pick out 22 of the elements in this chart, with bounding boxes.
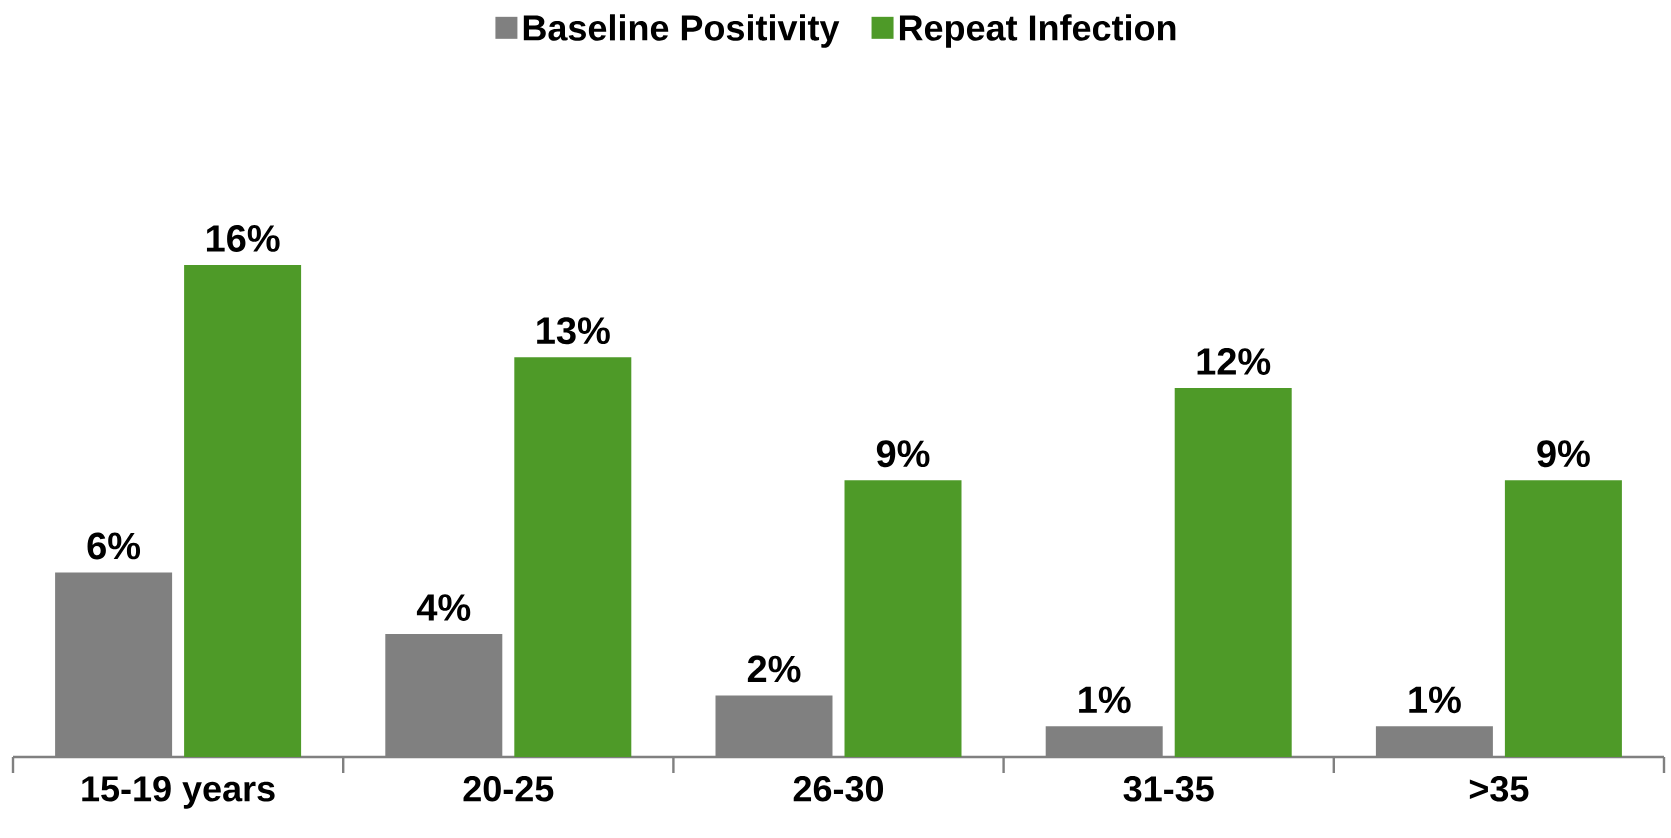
data-label: 16% xyxy=(206,225,280,252)
bar xyxy=(514,357,632,757)
legend-label: Baseline Positivity xyxy=(523,14,840,48)
data-label: 9% xyxy=(876,440,930,468)
x-tick-label: 20-25 xyxy=(463,776,554,802)
bar xyxy=(1504,480,1622,757)
data-label: 1% xyxy=(1409,686,1461,714)
data-label: 2% xyxy=(747,655,801,683)
data-label: 9% xyxy=(1537,440,1590,468)
data-label: 4% xyxy=(416,594,471,621)
data-label: 1% xyxy=(1079,686,1131,714)
x-tick-label: 15-19 years xyxy=(82,776,275,809)
x-tick-label: >35 xyxy=(1469,776,1529,802)
data-label: 13% xyxy=(537,317,610,345)
x-tick-label: 26-30 xyxy=(793,776,884,802)
data-label: 12% xyxy=(1197,348,1271,375)
bar xyxy=(844,480,962,757)
x-tick-label: 31-35 xyxy=(1123,776,1214,802)
legend-label: Repeat Infection xyxy=(899,14,1176,48)
bar xyxy=(1174,387,1292,757)
data-label: 6% xyxy=(87,532,141,560)
bar xyxy=(184,264,302,757)
